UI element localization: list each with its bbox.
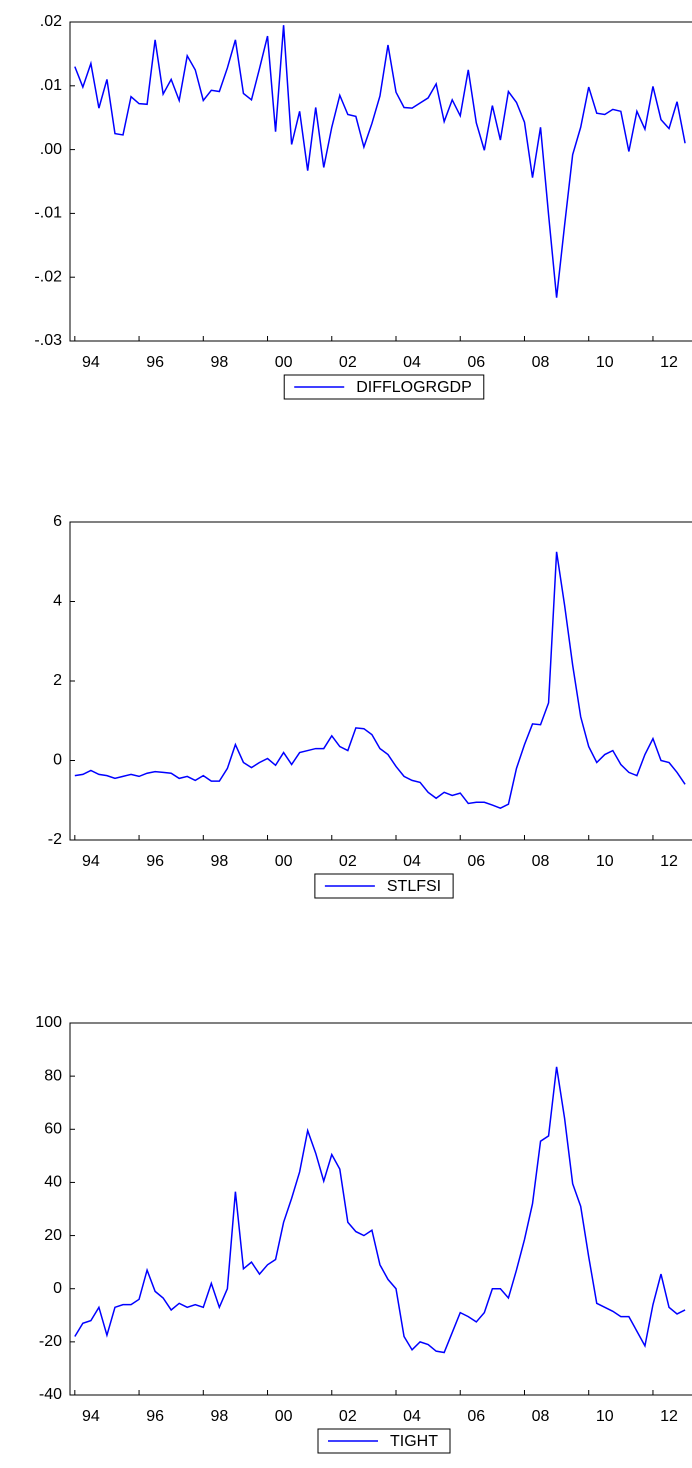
plot-frame [69,521,692,841]
y-tick-label: -2 [48,831,62,848]
x-tick-label: 94 [82,853,100,870]
x-tick-label: 02 [339,354,357,371]
x-tick-label: 02 [339,1408,357,1425]
x-tick-label: 00 [275,1408,293,1425]
x-tick-label: 08 [532,354,550,371]
x-tick-label: 02 [339,853,357,870]
y-tick-label: .01 [40,77,62,94]
x-tick-label: 98 [210,1408,228,1425]
x-tick-label: 98 [210,853,228,870]
x-tick-label: 12 [660,853,678,870]
legend-label: DIFFLOGRGDP [356,379,472,396]
chart: 6 4 2 0 -2 94 96 98 00 02 04 06 08 10 12 STLFSI [48,513,692,899]
y-tick-label: 2 [53,672,62,689]
x-tick-label: 06 [467,354,485,371]
y-tick-label: -.03 [34,332,62,349]
legend-label: STLFSI [387,878,441,895]
x-tick-label: 00 [275,354,293,371]
x-tick-label: 08 [532,1408,550,1425]
x-tick-label: 12 [660,1408,678,1425]
x-tick-label: 96 [146,354,164,371]
x-tick-label: 10 [596,1408,614,1425]
x-tick-label: 06 [467,853,485,870]
y-tick-label: 20 [44,1227,62,1244]
y-tick-label: 60 [44,1121,62,1138]
y-tick-label: .00 [40,141,62,158]
x-tick-label: 12 [660,354,678,371]
chart: .02 .01 .00 -.01 -.02 -.03 94 96 98 00 02 04 06 08 10 1… [34,13,692,400]
x-tick-label: 04 [403,1408,421,1425]
plot-frame [69,1022,692,1396]
x-tick-label: 08 [532,853,550,870]
y-tick-label: 0 [53,752,62,769]
x-tick-label: 04 [403,354,421,371]
x-tick-label: 00 [275,853,293,870]
y-tick-label: 40 [44,1174,62,1191]
x-tick-label: 10 [596,354,614,371]
series-line [74,551,686,810]
y-tick-label: 0 [53,1280,62,1297]
x-tick-label: 94 [82,1408,100,1425]
y-tick-label: 80 [44,1067,62,1084]
plot-frame [69,21,692,342]
x-tick-label: 06 [467,1408,485,1425]
y-tick-label: -40 [39,1386,62,1403]
x-tick-label: 96 [146,1408,164,1425]
chart: 100 80 60 40 20 0 -20 -40 94 96 98 00 02 04 06 08 10 12 TI… [35,1014,692,1454]
legend-label: TIGHT [390,1433,438,1450]
y-tick-label: 4 [53,593,62,610]
y-tick-label: -.01 [34,205,62,222]
x-tick-label: 10 [596,853,614,870]
y-tick-label: 100 [35,1014,62,1031]
x-tick-label: 96 [146,853,164,870]
series-line [74,1066,686,1354]
x-tick-label: 94 [82,354,100,371]
y-tick-label: .02 [40,13,62,30]
x-tick-label: 98 [210,354,228,371]
y-tick-label: -.02 [34,268,62,285]
series-line [74,25,686,298]
y-tick-label: -20 [39,1333,62,1350]
y-tick-label: 6 [53,513,62,530]
x-tick-label: 04 [403,853,421,870]
